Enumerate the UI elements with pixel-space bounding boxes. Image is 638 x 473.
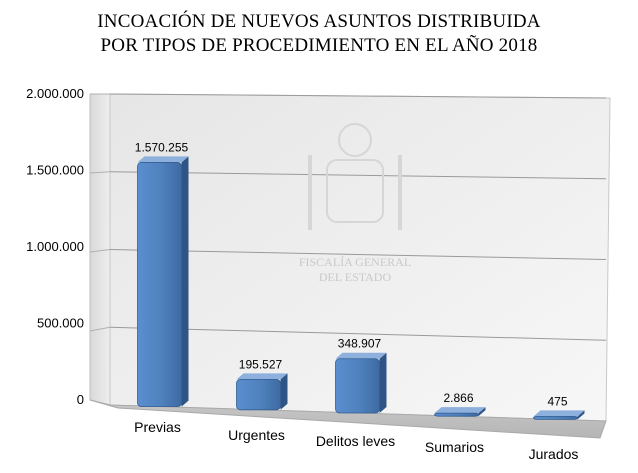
data-label: 348.907 xyxy=(338,337,382,351)
y-tick-label: 0 xyxy=(77,392,84,407)
y-tick-label: 2.000.000 xyxy=(26,86,84,101)
data-label: 475 xyxy=(547,394,567,408)
watermark-text: FISCALÍA GENERAL xyxy=(299,255,411,269)
gridline xyxy=(109,326,607,341)
chart-title-line-1: INCOACIÓN DE NUEVOS ASUNTOS DISTRIBUIDA xyxy=(97,11,541,32)
bar-top xyxy=(434,407,486,414)
data-label: 1.570.255 xyxy=(135,140,189,154)
gridline-side xyxy=(89,326,111,332)
bar xyxy=(137,156,189,407)
bar-top xyxy=(533,410,585,417)
bar xyxy=(236,373,288,411)
bar-front xyxy=(137,162,182,407)
bar xyxy=(434,407,486,417)
watermark-text: DEL ESTADO xyxy=(319,270,392,284)
gridline-side xyxy=(89,171,111,174)
y-tick-label: 500.000 xyxy=(37,316,84,331)
chart-title-line-2: POR TIPOS DE PROCEDIMIENTO EN EL AÑO 201… xyxy=(100,35,538,56)
bar-side xyxy=(181,156,189,407)
bar-side xyxy=(478,407,486,417)
chart-title: INCOACIÓN DE NUEVOS ASUNTOS DISTRIBUIDA … xyxy=(0,10,638,58)
bar-side xyxy=(280,373,288,410)
x-tick-label: Previas xyxy=(134,419,181,435)
x-tick-label: Jurados xyxy=(529,446,579,462)
bar-front xyxy=(236,378,281,411)
watermark-shield-icon xyxy=(326,159,384,223)
bar-top xyxy=(236,373,288,380)
gridline xyxy=(109,171,607,180)
watermark-crown-icon xyxy=(338,123,372,157)
x-tick-label: Urgentes xyxy=(228,427,285,443)
bar-side xyxy=(379,352,387,413)
bar-top xyxy=(335,352,387,359)
bar xyxy=(335,352,387,414)
bar-front xyxy=(335,358,380,414)
bar-side xyxy=(577,410,585,420)
bar-front xyxy=(533,415,578,420)
gridline xyxy=(109,249,607,260)
gridline xyxy=(109,93,607,99)
chart-floor xyxy=(89,399,607,439)
x-tick-label: Delitos leves xyxy=(316,433,395,449)
y-tick-label: 1.000.000 xyxy=(26,239,84,254)
bar-top xyxy=(137,156,189,163)
data-label: 195.527 xyxy=(239,357,283,371)
x-tick-label: Sumarios xyxy=(425,439,484,455)
bar-front xyxy=(434,412,479,417)
y-tick-label: 1.500.000 xyxy=(26,163,84,178)
data-label: 2.866 xyxy=(443,391,473,405)
bar xyxy=(533,410,585,420)
gridline-side xyxy=(89,249,111,253)
